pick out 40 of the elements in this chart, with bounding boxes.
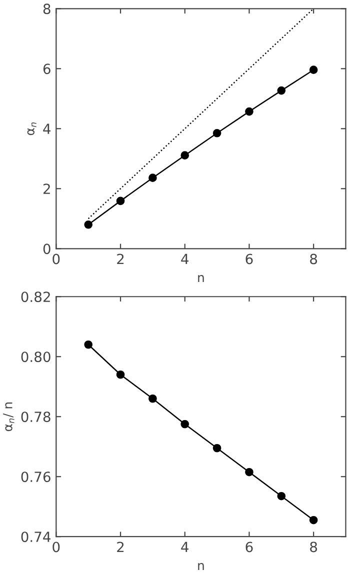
x-tick-label: 8 [310, 542, 318, 552]
point [148, 394, 157, 403]
x-tick-label: 2 [117, 254, 124, 264]
y-axis-title: α$_{n}$ [27, 122, 36, 136]
point [245, 107, 254, 116]
point [180, 420, 190, 428]
point [309, 66, 318, 74]
point [277, 86, 286, 95]
x-tick-label: 8 [310, 254, 318, 264]
y-tick-label: 0.80 [21, 352, 50, 362]
point [212, 128, 222, 138]
y-tick-label: 0.76 [21, 472, 50, 482]
point [116, 196, 125, 206]
y-tick-label: 0.78 [21, 412, 50, 422]
point [116, 370, 125, 379]
point [148, 174, 157, 182]
x-tick-label: 4 [181, 254, 188, 264]
y-tick-label: 8 [43, 4, 50, 14]
y-tick-label: 4 [43, 124, 51, 134]
y-tick-label: 0.74 [21, 532, 51, 542]
point [84, 220, 92, 229]
point [245, 468, 254, 476]
x-tick-label: 4 [181, 542, 188, 552]
point [309, 516, 318, 524]
x-tick-label: 0 [52, 254, 60, 264]
point [180, 151, 190, 160]
point [84, 340, 92, 349]
point [277, 492, 286, 500]
x-tick-label: 6 [246, 542, 253, 552]
point [212, 444, 222, 452]
y-tick-label: 2 [43, 184, 50, 194]
x-axis-title: n [198, 274, 204, 282]
y-tick-label: 0.82 [21, 292, 50, 302]
x-tick-label: 2 [117, 542, 124, 552]
y-tick-label: 0 [43, 244, 50, 254]
y-axis-title: α$_{n}$/ n [3, 402, 14, 432]
x-axis-title: n [198, 562, 204, 570]
x-tick-label: 0 [52, 542, 60, 552]
y-tick-label: 6 [43, 64, 50, 74]
x-tick-label: 6 [246, 254, 253, 264]
